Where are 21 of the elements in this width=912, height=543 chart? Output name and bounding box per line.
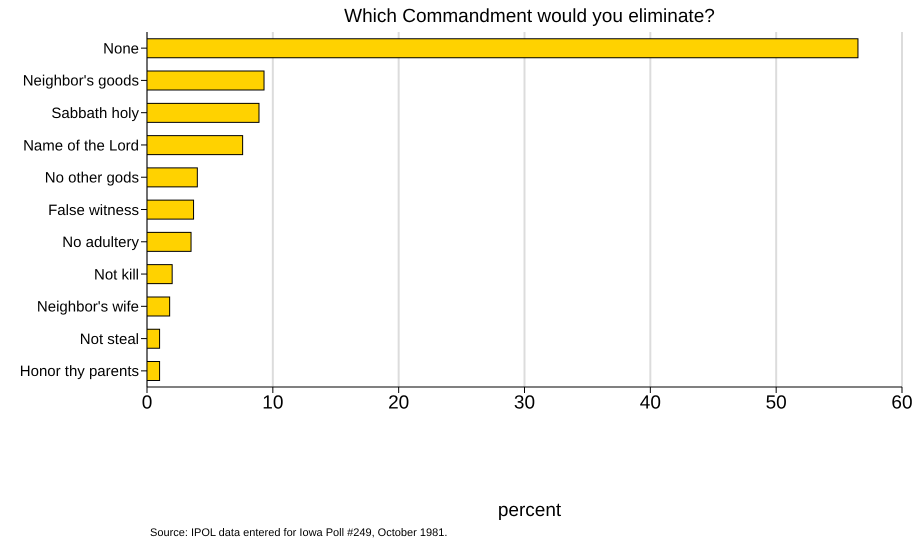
x-tick-label: 60 — [891, 392, 912, 414]
y-tick-label: Not steal — [80, 330, 139, 348]
y-tick-label: No adultery — [62, 234, 140, 252]
y-tick-label: Name of the Lord — [23, 137, 139, 154]
y-tick-label: Sabbath holy — [51, 105, 140, 122]
y-tick-label: Neighbor's goods — [22, 72, 139, 90]
y-tick-label: No other gods — [44, 170, 139, 187]
x-tick-label: 20 — [388, 392, 410, 414]
y-tick-label: False witness — [48, 202, 139, 219]
x-tick-label: 40 — [640, 392, 661, 414]
source-note: Source: IPOL data entered for Iowa Poll #249, October 1981. — [150, 527, 448, 539]
y-tick-label: Neighbor's wife — [36, 298, 139, 316]
x-axis-title: percent — [496, 500, 562, 522]
x-tick-label: 0 — [142, 392, 152, 414]
x-tick-label: 30 — [514, 392, 536, 414]
y-tick-label: Honor thy parents — [20, 363, 139, 380]
chart-title: Which Commandment would you eliminate? — [343, 6, 716, 28]
x-tick-label: 10 — [262, 392, 284, 414]
y-tick-label: Not kill — [94, 266, 139, 284]
y-tick-label: None — [103, 40, 139, 58]
x-tick-label: 50 — [766, 392, 787, 414]
